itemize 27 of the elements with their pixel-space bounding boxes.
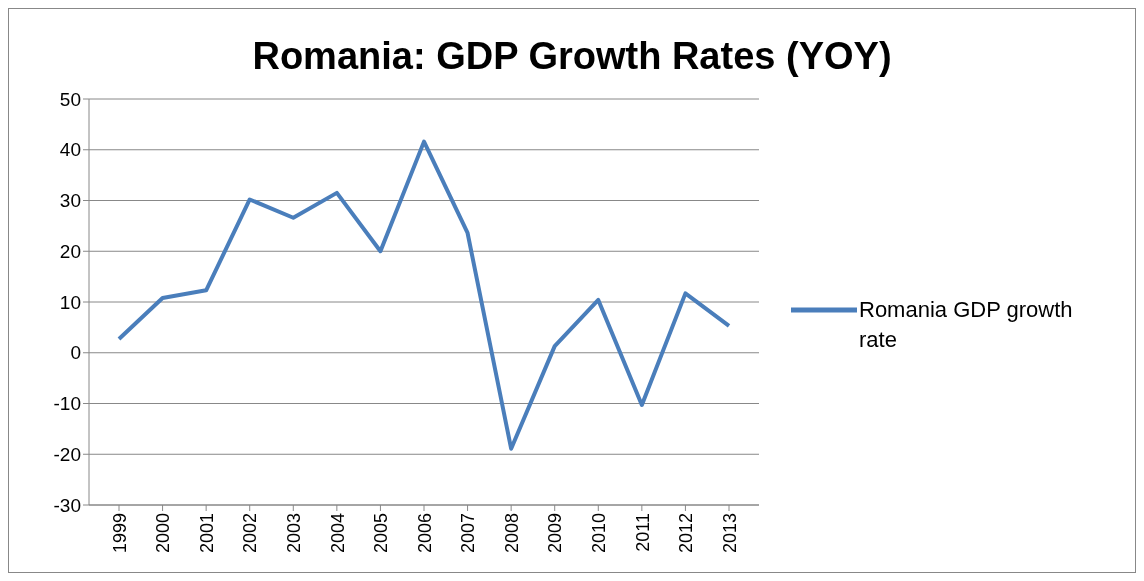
x-tick-label: 2008 (501, 513, 522, 554)
y-tick-label: 50 (59, 88, 81, 110)
y-tick-label: -20 (53, 443, 81, 465)
x-tick-label: 2006 (414, 513, 435, 554)
x-tick-label: 2005 (371, 513, 392, 554)
x-tick-label: 2011 (632, 513, 653, 552)
y-tick-label: -10 (53, 393, 81, 415)
x-tick-label: 2001 (196, 513, 217, 554)
y-tick-label: -30 (53, 494, 81, 516)
legend-label: Romania GDP growth rate (859, 296, 1074, 354)
x-tick-label: 2013 (719, 513, 740, 554)
chart-title: Romania: GDP Growth Rates (YOY) (251, 35, 893, 79)
x-tick-label: 2000 (153, 513, 174, 554)
x-tick-label: 2007 (458, 513, 479, 554)
x-tick-label: 2010 (589, 513, 610, 554)
y-tick-label: 10 (59, 291, 81, 313)
x-tick-label: 2012 (676, 513, 697, 554)
line-series (117, 139, 731, 451)
y-tick-label: 40 (59, 139, 81, 161)
y-tick-label: 20 (59, 240, 81, 262)
y-tick-label: 0 (70, 342, 81, 364)
x-tick-label: 2002 (240, 513, 261, 554)
y-tick-label: 30 (59, 190, 81, 212)
x-tick-label: 1999 (109, 513, 130, 554)
x-tick-label: 2009 (545, 513, 566, 554)
x-tick-label: 2004 (327, 513, 348, 554)
x-tick-label: 2003 (284, 513, 305, 554)
